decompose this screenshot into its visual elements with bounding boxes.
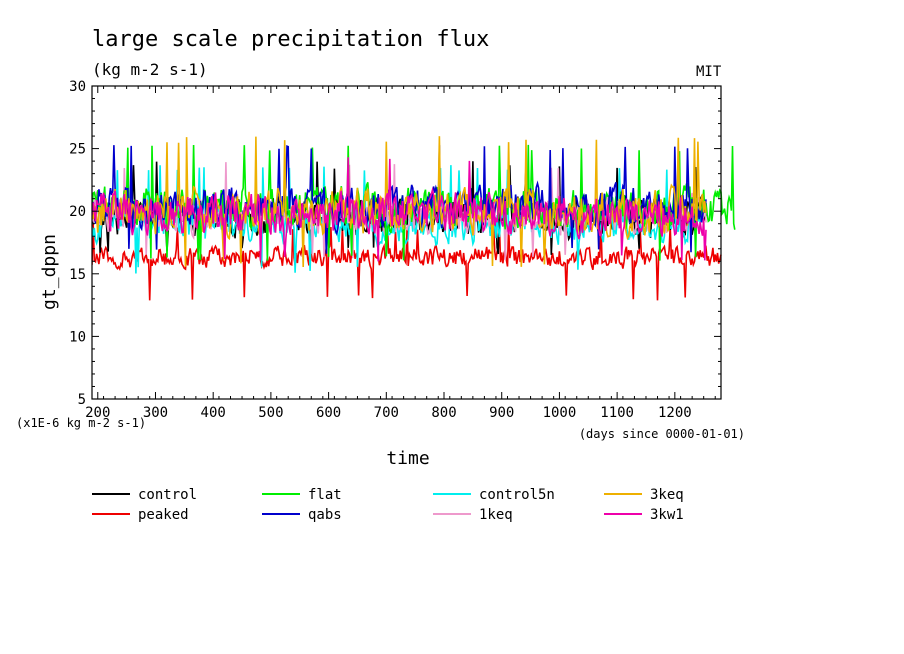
series-line-peaked <box>92 223 722 301</box>
ticks-layer: 200 300 400 500 600 700 800 900 1000 1100 1200 5 10 1… <box>69 79 721 421</box>
chart-subtitle: (kg m-2 s-1) <box>92 60 208 79</box>
y-tick-label: 20 <box>69 204 86 220</box>
x-tick-label: 600 <box>316 405 341 421</box>
y-tick-label: 10 <box>69 329 86 345</box>
y-tick-label: 30 <box>69 79 86 95</box>
corner-label: MIT <box>696 64 722 80</box>
plot-frame <box>91 85 722 400</box>
x-tick-label: 1200 <box>658 405 692 421</box>
x-tick-label: 900 <box>489 405 514 421</box>
x-tick-label: 200 <box>85 405 110 421</box>
y-axis-label: gt_dppn <box>39 234 60 310</box>
x-tick-label: 1000 <box>543 405 577 421</box>
x-tick-label: 1100 <box>600 405 634 421</box>
legend-label-3keq: 3keq <box>650 487 684 503</box>
x-tick-label: 700 <box>374 405 399 421</box>
x-tick-label: 800 <box>431 405 456 421</box>
chart-title: large scale precipitation flux <box>92 27 489 52</box>
legend-label-control: control <box>138 487 197 503</box>
x-tick-label: 400 <box>201 405 226 421</box>
series-layer <box>92 136 736 301</box>
x-tick-label: 300 <box>143 405 168 421</box>
y-units-label: (x1E-6 kg m-2 s-1) <box>16 416 146 430</box>
series-line-3kw1 <box>92 157 707 262</box>
legend-label-control5n: control5n <box>479 487 555 503</box>
y-tick-label: 5 <box>78 392 86 408</box>
legend-label-peaked: peaked <box>138 507 189 523</box>
x-units-label: (days since 0000-01-01) <box>579 427 745 441</box>
legend: control flat control5n 3keq peaked qabs 1keq 3k… <box>92 487 684 523</box>
x-axis-label: time <box>386 448 429 469</box>
legend-label-flat: flat <box>308 487 342 503</box>
x-tick-label: 500 <box>258 405 283 421</box>
y-tick-label: 25 <box>69 142 86 158</box>
y-tick-label: 15 <box>69 267 86 283</box>
legend-label-qabs: qabs <box>308 507 342 523</box>
legend-label-1keq: 1keq <box>479 507 513 523</box>
legend-label-3kw1: 3kw1 <box>650 507 684 523</box>
